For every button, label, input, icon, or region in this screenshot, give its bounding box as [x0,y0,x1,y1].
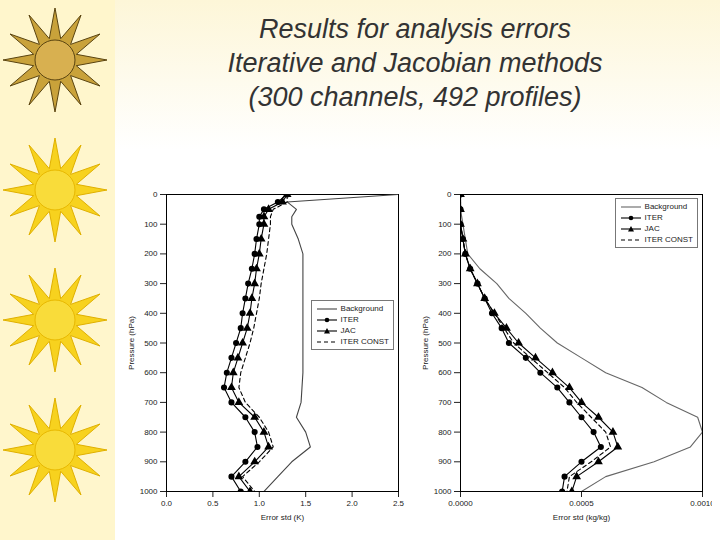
svg-text:900: 900 [144,457,158,466]
html-text:JAC: JAC [644,224,660,233]
html-text:Background: Background [644,202,688,211]
svg-text:700: 700 [144,398,158,407]
svg-text:700: 700 [438,398,452,407]
html-text:ITER: ITER [644,213,663,222]
svg-text:0.0010: 0.0010 [690,499,712,508]
html-text:ITER CONST: ITER CONST [644,235,693,244]
html-text:(300 channels, 492 profiles): (300 channels, 492 profiles) [248,82,582,112]
svg-text:0: 0 [447,190,452,199]
svg-text:1.0: 1.0 [254,499,266,508]
svg-text:Pressure (hPa): Pressure (hPa) [127,316,136,370]
svg-text:300: 300 [438,279,452,288]
svg-text:200: 200 [438,249,452,258]
svg-text:600: 600 [438,368,452,377]
svg-text:800: 800 [144,428,158,437]
svg-text:Error std (K): Error std (K) [261,513,305,522]
svg-text:400: 400 [144,309,158,318]
svg-text:400: 400 [438,309,452,318]
svg-text:500: 500 [438,339,452,348]
svg-text:2.5: 2.5 [393,499,405,508]
svg-text:0.0000: 0.0000 [448,499,473,508]
svg-text:900: 900 [438,457,452,466]
svg-text:0: 0 [153,190,158,199]
svg-text:1.5: 1.5 [300,499,312,508]
svg-text:300: 300 [144,279,158,288]
svg-text:0.5: 0.5 [207,499,219,508]
html-text:Background: Background [340,304,384,313]
svg-text:0.0005: 0.0005 [569,499,594,508]
html-text:Results for analysis errors: Results for analysis errors [258,14,571,44]
svg-text:800: 800 [438,428,452,437]
svg-text:100: 100 [438,220,452,229]
svg-text:Pressure (hPa): Pressure (hPa) [421,316,430,370]
html-text:Iterative and Jacobian methods: Iterative and Jacobian methods [227,48,603,78]
svg-text:0.0: 0.0 [161,499,173,508]
svg-text:Error std (kg/kg): Error std (kg/kg) [553,513,611,522]
svg-text:200: 200 [144,249,158,258]
svg-text:100: 100 [144,220,158,229]
html-text:JAC: JAC [340,326,356,335]
svg-text:600: 600 [144,368,158,377]
svg-text:500: 500 [144,339,158,348]
svg-text:2.0: 2.0 [347,499,359,508]
html-text:ITER CONST: ITER CONST [340,337,389,346]
html-text:ITER: ITER [340,315,359,324]
svg-text:1000: 1000 [140,487,158,496]
svg-text:1000: 1000 [434,487,452,496]
